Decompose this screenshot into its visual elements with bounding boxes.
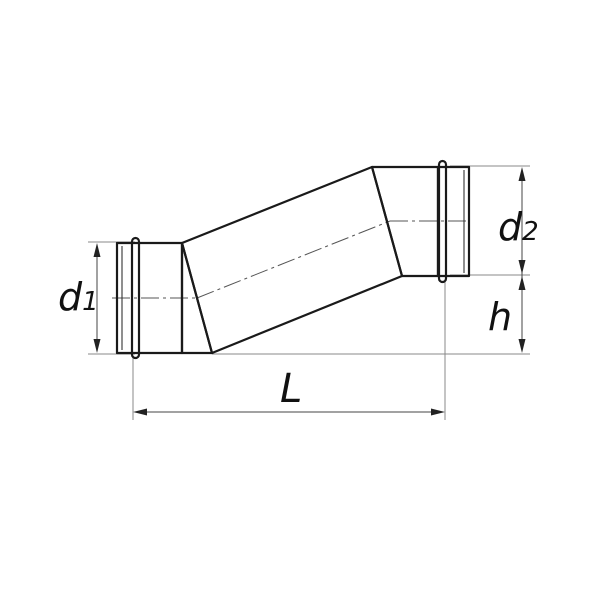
- d1-label: d1: [58, 275, 99, 319]
- d1-arrow-top: [93, 243, 101, 257]
- outlet-pipe: [436, 159, 471, 284]
- d1-arrow-bottom: [93, 339, 101, 353]
- centerlines: [112, 220, 468, 299]
- L-arrow-left: [133, 408, 147, 416]
- d2-arrow-bottom: [518, 260, 526, 274]
- dimension-d1: d1: [58, 243, 101, 353]
- L-arrow-right: [431, 408, 445, 416]
- h-label: h: [488, 295, 512, 339]
- dimension-L: L: [133, 366, 445, 416]
- L-label: L: [280, 366, 302, 412]
- outlet-ring: [437, 159, 448, 284]
- inlet-ring: [130, 236, 141, 360]
- h-arrow-bottom: [518, 339, 526, 353]
- h-arrow-top: [518, 276, 526, 290]
- d2-arrow-top: [518, 167, 526, 181]
- offset-centerline: [196, 220, 391, 299]
- d2-label: d2: [498, 205, 539, 249]
- dimension-d2-h: d2 h: [488, 167, 539, 353]
